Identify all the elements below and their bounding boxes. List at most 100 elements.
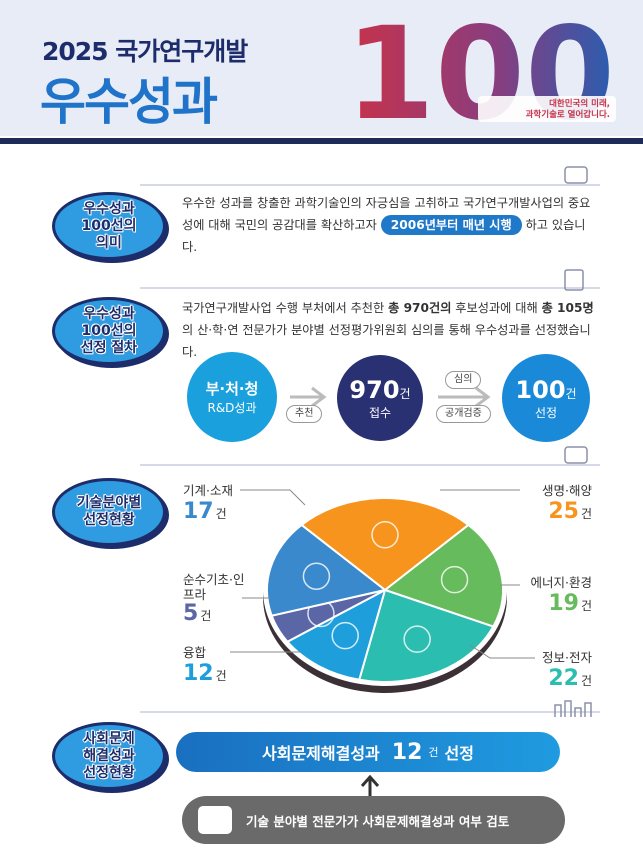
- header-rule: [0, 138, 643, 144]
- icon: [564, 166, 588, 184]
- review-icon: [198, 806, 232, 834]
- pie-slice: [382, 523, 504, 628]
- badge-line: 우수성과: [83, 200, 135, 217]
- category-label: 생명·해양: [542, 483, 592, 498]
- unit: 건: [580, 507, 592, 521]
- value: 5: [183, 601, 199, 626]
- result-unit: 건: [428, 746, 439, 759]
- text: 총 970건의: [388, 301, 452, 315]
- badge: 기술분야별 선정현황: [52, 478, 166, 546]
- text: 후보성과에 대해: [451, 301, 542, 315]
- badge-line: 사회문제: [83, 730, 135, 747]
- result-bar: 사회문제해결성과 12 건 선정: [176, 732, 560, 772]
- badge: 우수성과 100선의 의미: [52, 192, 166, 260]
- count: 970: [349, 375, 400, 404]
- highlight-pill: 2006년부터 매년 시행: [380, 215, 522, 235]
- value: 25: [548, 499, 579, 524]
- flow-text: 선정: [534, 405, 558, 420]
- icon: [564, 269, 584, 291]
- result-count: 12: [391, 739, 423, 765]
- pie-slice: [266, 523, 388, 617]
- badge-line: 선정 절차: [80, 339, 138, 356]
- flow-arrows: [290, 386, 491, 408]
- badge-line: 기술분야별: [76, 495, 142, 511]
- count: 100: [515, 375, 566, 404]
- category-label: 기계·소재: [183, 483, 233, 498]
- purpose-text: 우수한 성과를 창출한 과학기술인의 자긍심을 고취하고 국가연구개발사업의 중…: [182, 192, 594, 258]
- category-label: 에너지·환경: [530, 575, 592, 590]
- value: 12: [183, 661, 214, 686]
- slice-icon: [403, 625, 431, 653]
- review-bar: 기술 분야별 전문가가 사회문제해결성과 여부 검토: [182, 796, 565, 844]
- unit: 건: [215, 669, 227, 683]
- value-label: 17 건: [183, 500, 227, 526]
- text: 하고 있습니다.: [182, 218, 586, 254]
- pie-slice: [299, 497, 471, 592]
- flow-source: 부·처·청 R&D성과: [187, 352, 277, 442]
- unit: 건: [580, 599, 592, 613]
- text: 국가연구개발사업 수행 부처에서 추천한: [182, 301, 389, 315]
- badge-line: 해결성과: [83, 747, 135, 764]
- arrow: [438, 386, 491, 408]
- slice-icon: [331, 621, 359, 650]
- category-label: 정보·전자: [542, 650, 592, 665]
- emblem: 100: [345, 0, 615, 149]
- unit: 건: [399, 386, 411, 401]
- slogan-box: [478, 96, 616, 122]
- badge-line: 선정현황: [83, 764, 135, 781]
- slogan: 과학기술로 열어갑니다.: [526, 109, 610, 120]
- badge-line: 의미: [96, 234, 122, 251]
- value: 22: [548, 666, 579, 691]
- unit: 건: [200, 609, 212, 623]
- result-suffix: 선정: [444, 744, 474, 763]
- flow-text: R&D성과: [207, 401, 257, 415]
- value-label: 22 건: [548, 667, 592, 693]
- dividers: [140, 166, 600, 717]
- leader-line: [240, 489, 306, 506]
- badge-line: 우수성과: [83, 305, 135, 322]
- icon: [564, 446, 588, 464]
- flow-count: 100건: [515, 376, 576, 404]
- procedure-text: 국가연구개발사업 수행 부처에서 추천한 총 970건의 후보성과에 대해 총 …: [182, 297, 594, 363]
- title-line2: 우수성과: [40, 73, 218, 131]
- slice-icon: [371, 521, 399, 549]
- value: 17: [183, 499, 214, 524]
- value-label: 12 건: [183, 662, 227, 688]
- value-label: 19 건: [548, 592, 592, 618]
- flow-text: 부·처·청: [205, 380, 259, 398]
- icon: [554, 700, 592, 717]
- flow-step: 공개검증: [436, 405, 491, 423]
- unit: 건: [565, 386, 577, 401]
- slice-icon: [440, 565, 469, 594]
- flow-selected: 100건 선정: [502, 354, 590, 442]
- text: 우수한 성과를 창출한 과학기술인의 자긍심을 고취하고 국가연구개발사업의 중…: [182, 196, 591, 232]
- result-label: 사회문제해결성과: [262, 744, 380, 763]
- arrow: [290, 386, 327, 408]
- pie: [230, 489, 535, 693]
- text: 의 산·학·연 전문가가 분야별 선정평가위원회 심의를 통해 우수성과를 선정…: [182, 323, 591, 359]
- flow-received: 970건 접수: [337, 355, 423, 441]
- badge-line: 100선의: [81, 322, 137, 339]
- value: 19: [548, 591, 579, 616]
- pie-slice: [285, 588, 387, 681]
- unit: 건: [215, 507, 227, 521]
- title-line1: 2025 국가연구개발: [42, 37, 248, 66]
- badge: 우수성과 100선의 선정 절차: [52, 297, 166, 365]
- leader-line: [469, 644, 535, 659]
- text: 총 105명: [541, 301, 594, 315]
- unit: 건: [580, 674, 592, 688]
- flow-text: 접수: [368, 405, 392, 420]
- badge-line: 선정현황: [83, 512, 135, 528]
- category-label: 융합: [183, 645, 207, 660]
- value-label: 25 건: [548, 500, 592, 526]
- slice-icon: [302, 562, 331, 591]
- slogan: 대한민국의 미래,: [549, 98, 610, 109]
- pie-slice: [357, 588, 495, 683]
- flow-count: 970건: [349, 376, 410, 404]
- category-label: 순수기초·인프라: [183, 572, 245, 602]
- flow-step: 추천: [286, 405, 323, 423]
